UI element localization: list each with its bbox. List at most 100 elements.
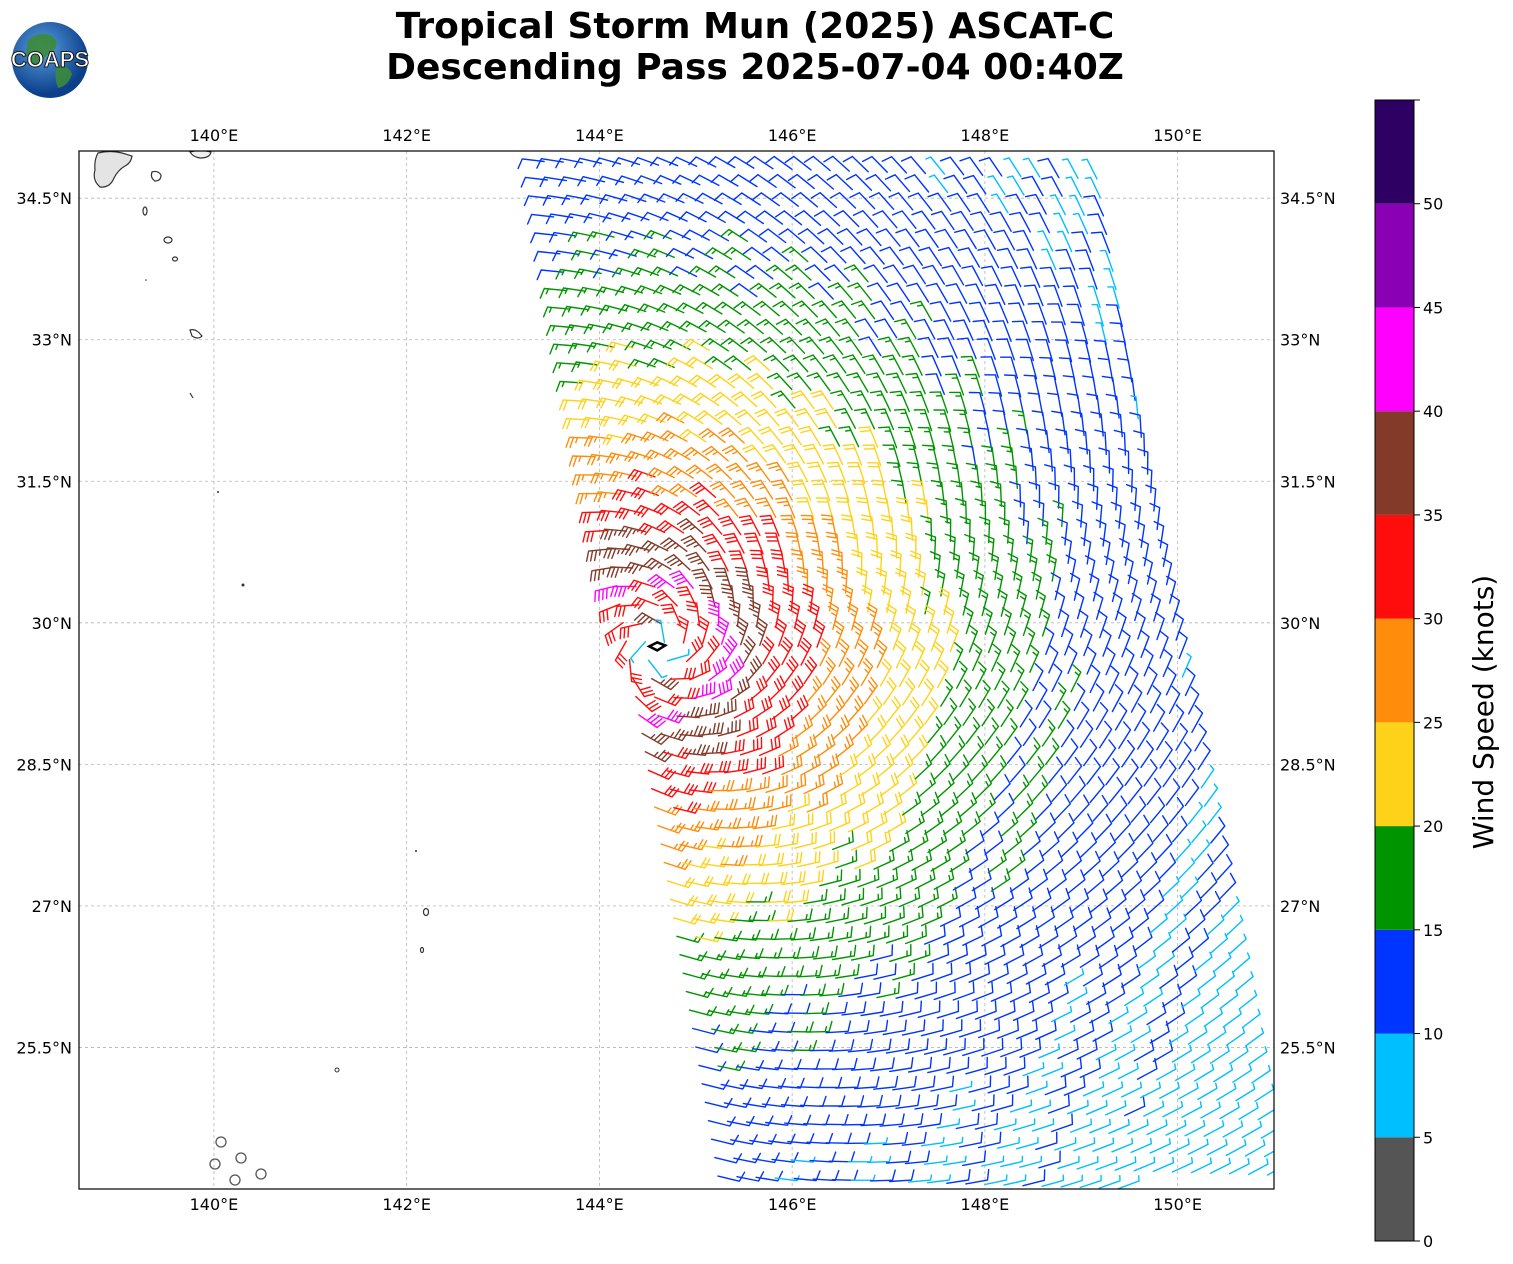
wind-barb bbox=[754, 408, 780, 427]
wind-barb bbox=[971, 754, 989, 782]
wind-barb bbox=[724, 758, 749, 774]
wind-barb bbox=[901, 1019, 926, 1036]
wind-barb bbox=[621, 543, 650, 557]
wind-barb bbox=[1019, 1155, 1042, 1168]
wind-barb bbox=[635, 695, 662, 713]
wind-barb bbox=[1251, 1064, 1271, 1084]
wind-barb bbox=[924, 697, 939, 725]
wind-barb bbox=[1188, 686, 1200, 715]
wind-barb bbox=[1178, 630, 1188, 660]
wind-barb bbox=[822, 1113, 849, 1126]
y-tick-label-left: 34.5°N bbox=[16, 189, 72, 208]
wind-barb bbox=[943, 174, 968, 194]
wind-barb bbox=[975, 773, 993, 800]
wind-barb bbox=[654, 619, 666, 643]
wind-barb bbox=[882, 444, 901, 467]
wind-barb bbox=[785, 531, 802, 556]
wind-barb bbox=[846, 461, 866, 485]
wind-barb bbox=[1130, 795, 1147, 823]
wind-barb bbox=[1012, 229, 1035, 251]
wind-barb bbox=[1063, 1075, 1086, 1096]
wind-barb bbox=[921, 791, 940, 817]
wind-barb bbox=[1143, 759, 1158, 787]
wind-barb bbox=[1003, 830, 1022, 856]
island-d bbox=[163, 236, 173, 244]
wind-barb bbox=[755, 833, 781, 848]
wind-barb bbox=[618, 193, 647, 204]
wind-barb bbox=[958, 1019, 982, 1038]
wind-barb bbox=[787, 173, 815, 190]
wind-barb bbox=[968, 391, 987, 415]
wind-barb bbox=[787, 600, 801, 629]
wind-barb bbox=[611, 377, 640, 390]
wind-barb bbox=[1012, 1118, 1036, 1131]
wind-barb bbox=[1010, 644, 1021, 673]
wind-barb bbox=[720, 228, 749, 242]
wind-barb bbox=[994, 774, 1011, 801]
x-tick-label-bottom: 142°E bbox=[382, 1195, 431, 1214]
wind-barb bbox=[797, 734, 818, 758]
wind-barb bbox=[1038, 812, 1056, 839]
wind-barb bbox=[881, 156, 908, 174]
wind-barb bbox=[941, 265, 965, 286]
island-hachijojima bbox=[93, 151, 133, 188]
wind-barb bbox=[1089, 888, 1108, 914]
y-axis-ticks: 34.5°N 34.5°N33°N 33°N31.5°N 31.5°N30°N 30°N… bbox=[16, 189, 1335, 1057]
wind-barb bbox=[726, 1115, 755, 1127]
wind-barb bbox=[1016, 906, 1037, 930]
wind-barb bbox=[942, 1155, 967, 1166]
wind-barb bbox=[905, 810, 925, 835]
wind-barb bbox=[895, 228, 920, 248]
wind-barb bbox=[998, 516, 1010, 544]
colorbar-bin bbox=[1375, 100, 1414, 204]
x-tick-label-bottom: 146°E bbox=[768, 1195, 817, 1214]
wind-barb bbox=[1009, 868, 1030, 893]
wind-barb bbox=[1051, 663, 1063, 692]
wind-barb bbox=[990, 193, 1009, 214]
wind-barb bbox=[693, 499, 720, 517]
wind-barb bbox=[739, 228, 768, 243]
wind-barb bbox=[715, 616, 730, 645]
wind-barb bbox=[876, 981, 900, 999]
wind-barb bbox=[818, 336, 844, 356]
wind-barb bbox=[1070, 664, 1082, 693]
wind-barb bbox=[590, 472, 618, 484]
wind-barb bbox=[1071, 500, 1084, 528]
wind-barb bbox=[819, 753, 840, 777]
wind-barb bbox=[707, 550, 729, 572]
wind-barb bbox=[710, 283, 739, 297]
wind-barb bbox=[618, 525, 647, 538]
wind-barb bbox=[1225, 914, 1244, 936]
wind-barb bbox=[959, 156, 984, 176]
wind-barb bbox=[1066, 303, 1085, 326]
wind-barb bbox=[988, 552, 999, 580]
wind-barb bbox=[1000, 811, 1019, 838]
wind-barb bbox=[1114, 1044, 1136, 1061]
wind-barb bbox=[762, 583, 774, 610]
wind-barb bbox=[856, 228, 882, 247]
wind-barb bbox=[1111, 795, 1128, 823]
wind-barb bbox=[850, 944, 875, 961]
wind-barb bbox=[1019, 356, 1038, 380]
wind-barb bbox=[901, 354, 923, 376]
wind-barb bbox=[905, 696, 920, 724]
wind-barb bbox=[988, 301, 1009, 324]
wind-barb bbox=[969, 211, 993, 232]
wind-barb bbox=[901, 791, 922, 816]
wind-barb bbox=[1032, 1000, 1054, 1022]
wind-barb bbox=[1209, 1157, 1231, 1174]
wind-barb bbox=[1210, 933, 1228, 954]
wind-barb bbox=[832, 830, 854, 851]
wind-barb bbox=[1117, 1062, 1139, 1080]
wind-barb bbox=[911, 734, 929, 761]
wind-barb bbox=[1222, 1008, 1242, 1028]
wind-barb bbox=[634, 285, 663, 295]
wind-barb bbox=[838, 336, 863, 356]
wind-barb bbox=[841, 657, 855, 686]
wind-barb bbox=[633, 505, 663, 518]
wind-barb bbox=[704, 356, 733, 370]
x-tick-label-bottom: 150°E bbox=[1153, 1195, 1202, 1214]
wind-barb bbox=[1041, 719, 1056, 747]
wind-barb bbox=[806, 372, 831, 392]
x-tick-label-top: 148°E bbox=[961, 126, 1010, 145]
